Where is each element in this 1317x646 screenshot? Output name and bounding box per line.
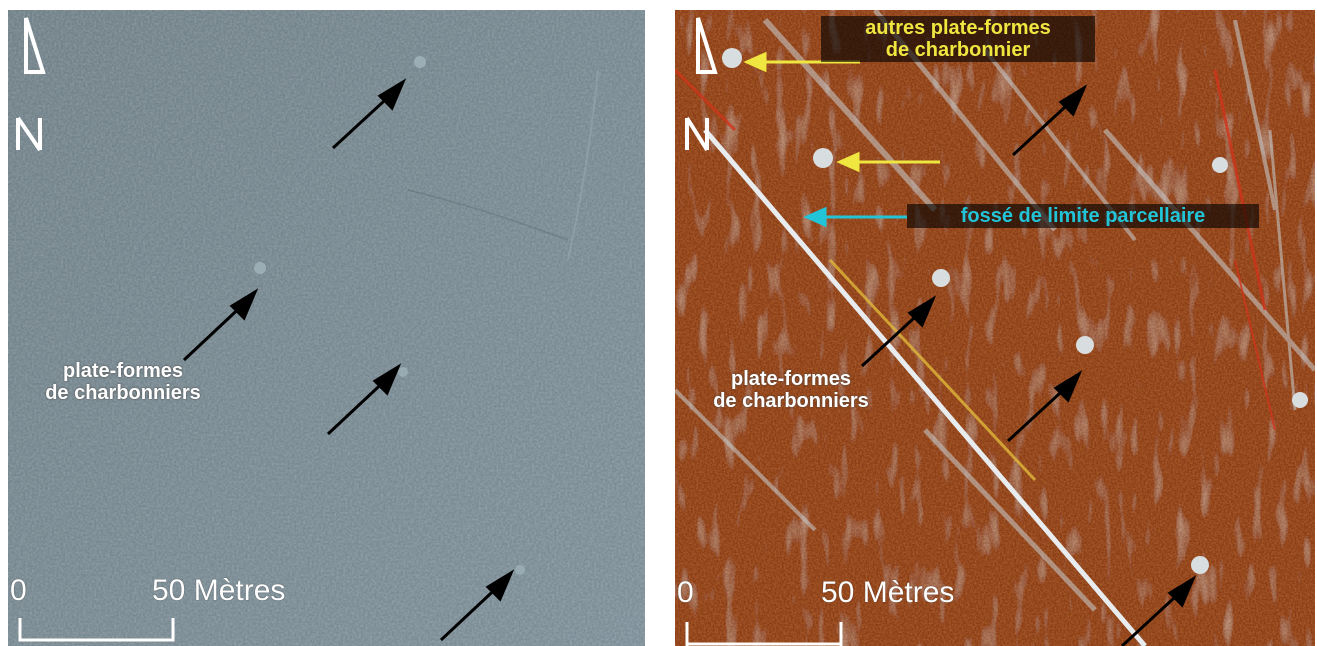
pointer-arrow [1120,575,1197,646]
scale-zero: 0 [677,576,694,609]
pointer-arrow [1006,370,1083,443]
parcel-boundary-ditch [703,128,1147,646]
platform-marker [254,262,266,274]
yellow-pointer-arrow [743,51,860,73]
scale-distance: 50 Mètres [152,574,286,607]
pointer-arrow [1011,84,1088,157]
platform-marker [1076,336,1094,354]
platform-marker [398,367,408,377]
scale-zero: 0 [10,574,27,607]
label-charbonniers: plate-formes de charbonniers [713,368,869,412]
north-arrow-icon [16,17,46,152]
slope-terrain [675,10,1315,646]
label-charbonniers: plate-formes de charbonniers [45,360,201,404]
label-autres-plateformes: autres plate-formes de charbonnier [821,16,1095,62]
scale-distance: 50 Mètres [821,576,955,609]
slope-map-panel: autres plate-formes de charbonnier fossé … [675,10,1315,646]
platform-marker [813,148,833,168]
platform-marker [414,56,426,68]
scale-bar [18,618,175,642]
pointer-arrow [326,363,402,436]
pointer-arrow [860,295,937,368]
platform-marker [722,48,742,68]
platform-marker [1292,392,1308,408]
platform-marker [1191,556,1209,574]
hillshade-map-panel: plate-formes de charbonniers 0 50 Mètres [8,10,645,646]
pointer-arrow [439,569,515,642]
hillshade-terrain [8,10,645,646]
platform-marker [515,565,525,575]
platform-marker [1212,157,1228,173]
label-fosse-limite: fossé de limite parcellaire [907,204,1259,228]
yellow-pointer-arrow [836,151,940,173]
pointer-arrow [182,288,259,362]
pointer-arrow [331,78,407,150]
yellow-pointer-arrows [743,51,940,173]
scale-bar [685,622,843,646]
cyan-pointer-arrow [803,206,907,228]
pointer-arrows [860,84,1197,646]
platform-marker [932,269,950,287]
platform-markers [722,48,1308,574]
north-arrow-icon [685,17,718,152]
pointer-arrows [182,78,515,642]
